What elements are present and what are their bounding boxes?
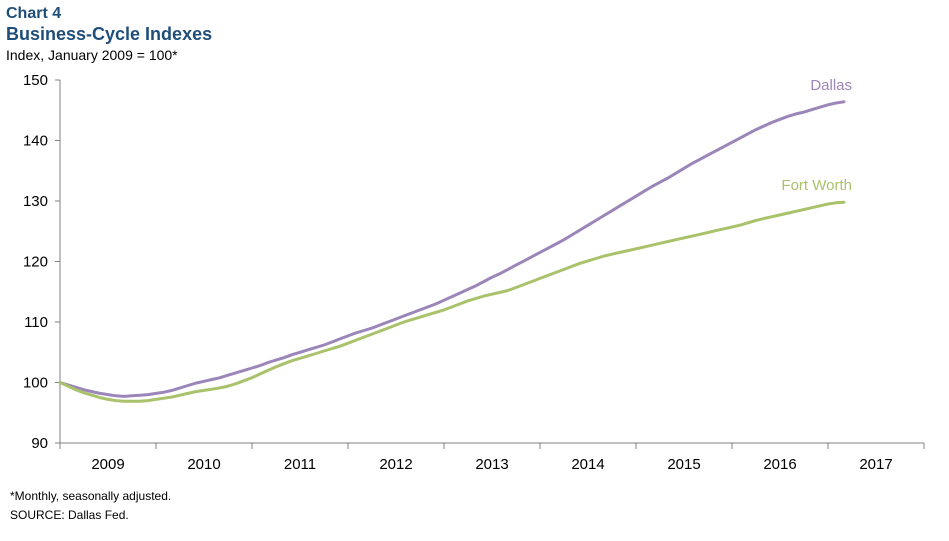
footnote: *Monthly, seasonally adjusted. <box>10 489 172 503</box>
chart-subtitle: Index, January 2009 = 100* <box>6 47 178 63</box>
x-tick-label: 2017 <box>859 456 892 473</box>
x-tick-label: 2014 <box>571 456 604 473</box>
x-tick-label: 2010 <box>187 456 220 473</box>
x-tick-label: 2011 <box>284 456 316 473</box>
source-note: SOURCE: Dallas Fed. <box>10 508 129 522</box>
chart-title: Business-Cycle Indexes <box>6 24 213 44</box>
y-tick-label: 90 <box>31 435 48 452</box>
y-tick-label: 150 <box>23 72 48 89</box>
series-layer <box>58 100 846 403</box>
x-tick-label: 2016 <box>763 456 796 473</box>
x-tick-label: 2015 <box>667 456 700 473</box>
series-line-fort-worth <box>58 200 846 403</box>
y-tick-label: 110 <box>24 314 48 331</box>
y-tick-label: 130 <box>23 193 48 210</box>
x-tick-label: 2009 <box>91 456 124 473</box>
x-tick-label: 2012 <box>379 456 412 473</box>
x-axis: 2009 2010 2011 2012 2013 2014 2015 2016 2017 <box>59 442 925 473</box>
series-label-fort-worth: Fort Worth <box>781 177 852 194</box>
series-labels: Dallas Fort Worth <box>781 77 852 194</box>
y-tick-label: 120 <box>23 254 48 271</box>
series-label-dallas: Dallas <box>810 77 852 94</box>
chart-number-label: Chart 4 <box>6 5 62 22</box>
y-tick-label: 140 <box>23 133 48 150</box>
y-tick-label: 100 <box>23 375 48 392</box>
y-axis: 90 100 110 120 130 140 150 <box>23 72 61 452</box>
x-tick-label: 2013 <box>475 456 508 473</box>
series-line-dallas <box>58 100 846 398</box>
